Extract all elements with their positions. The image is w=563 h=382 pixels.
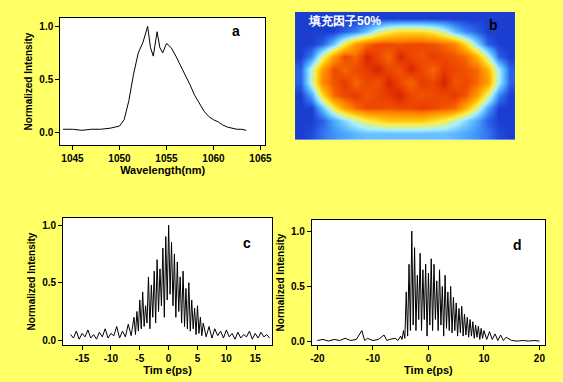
svg-text:0: 0 xyxy=(166,353,172,364)
svg-text:Normalized Intensity: Normalized Intensity xyxy=(23,32,34,130)
svg-text:Normalized Intensity: Normalized Intensity xyxy=(275,233,286,331)
svg-text:1.0: 1.0 xyxy=(42,220,56,231)
svg-text:15: 15 xyxy=(250,353,262,364)
svg-text:填充因子50%: 填充因子50% xyxy=(308,14,381,28)
svg-text:0.0: 0.0 xyxy=(42,335,56,346)
svg-text:0.5: 0.5 xyxy=(291,281,305,292)
svg-text:-20: -20 xyxy=(310,353,325,364)
svg-text:1045: 1045 xyxy=(61,153,84,164)
svg-text:10: 10 xyxy=(478,353,490,364)
svg-text:0: 0 xyxy=(426,353,432,364)
svg-text:10: 10 xyxy=(221,353,233,364)
svg-text:1.0: 1.0 xyxy=(39,21,53,32)
svg-text:a: a xyxy=(232,23,240,39)
svg-text:1065: 1065 xyxy=(249,153,272,164)
svg-text:1050: 1050 xyxy=(108,153,131,164)
svg-text:Wavelength(nm): Wavelength(nm) xyxy=(120,164,205,176)
svg-text:-15: -15 xyxy=(75,353,90,364)
svg-text:Normalized Intensity: Normalized Intensity xyxy=(26,232,37,330)
svg-text:Tim e(ps): Tim e(ps) xyxy=(143,364,192,376)
svg-text:-5: -5 xyxy=(135,353,144,364)
svg-text:5: 5 xyxy=(195,353,201,364)
svg-text:b: b xyxy=(489,17,498,33)
svg-text:0.5: 0.5 xyxy=(42,277,56,288)
svg-text:1055: 1055 xyxy=(155,153,178,164)
svg-text:0.0: 0.0 xyxy=(291,336,305,347)
svg-text:1.0: 1.0 xyxy=(291,226,305,237)
svg-text:d: d xyxy=(513,237,522,253)
svg-text:0.0: 0.0 xyxy=(39,127,53,138)
svg-text:c: c xyxy=(243,235,251,251)
svg-text:-10: -10 xyxy=(366,353,381,364)
svg-text:20: 20 xyxy=(534,353,546,364)
svg-text:1060: 1060 xyxy=(202,153,225,164)
svg-text:-10: -10 xyxy=(104,353,119,364)
svg-text:0.5: 0.5 xyxy=(39,74,53,85)
svg-text:Tim e(ps): Tim e(ps) xyxy=(404,364,453,376)
